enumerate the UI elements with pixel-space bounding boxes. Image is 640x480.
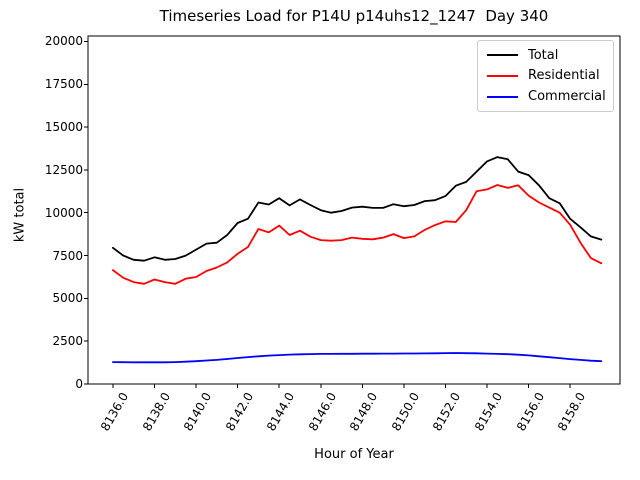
x-axis-label: Hour of Year	[314, 447, 394, 462]
y-tick-label: 5000	[52, 291, 83, 306]
legend-line-total	[487, 54, 518, 57]
legend-entry-total: Total	[487, 45, 604, 65]
legend-label-residential: Residential	[528, 68, 600, 84]
legend-line-commercial	[487, 95, 518, 98]
legend-label-commercial: Commercial	[528, 89, 606, 105]
series-line-commercial	[112, 352, 603, 364]
y-tick-label: 2500	[52, 334, 83, 349]
legend: Total Residential Commercial	[477, 40, 614, 112]
legend-entry-commercial: Commercial	[487, 87, 606, 107]
tick-marks	[84, 40, 571, 388]
legend-label-total: Total	[528, 47, 559, 63]
y-tick-label: 10000	[44, 205, 83, 220]
y-tick-label: 12500	[44, 162, 83, 177]
y-tick-label: 7500	[52, 248, 83, 263]
chart-title: Timeseries Load for P14U p14uhs12_1247 D…	[159, 7, 549, 25]
y-tick-label: 0	[75, 377, 83, 391]
axes-spines	[87, 35, 621, 385]
y-tick-label: 15000	[44, 120, 83, 135]
y-axis-label: kW total	[12, 187, 28, 243]
y-tick-label: 20000	[44, 34, 83, 49]
legend-entry-residential: Residential	[487, 66, 604, 86]
y-tick-label: 17500	[44, 77, 83, 92]
series-line-total	[112, 156, 603, 262]
axes-frame	[87, 35, 621, 385]
legend-line-residential	[487, 74, 518, 77]
series-lines	[112, 156, 603, 364]
series-line-residential	[112, 184, 603, 285]
